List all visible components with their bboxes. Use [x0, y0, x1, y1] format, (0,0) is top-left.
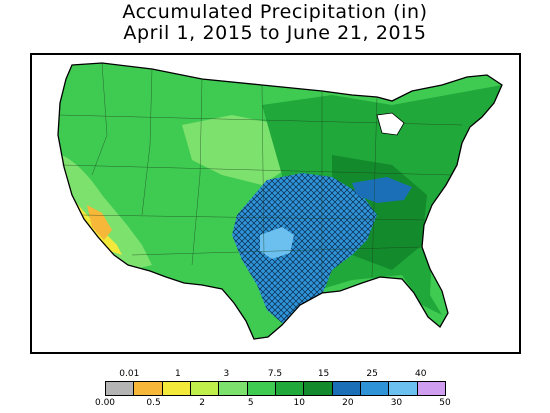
- legend-label-top: 25: [366, 369, 378, 379]
- legend-swatch: [161, 381, 191, 396]
- legend-label-bottom: 30: [390, 398, 403, 408]
- legend-swatch: [275, 381, 305, 396]
- legend-label-bottom: 20: [342, 398, 354, 408]
- southwest-orange-region: [87, 205, 112, 240]
- legend-label-top: 1: [174, 369, 181, 379]
- legend-label-bottom: 0.5: [146, 398, 161, 408]
- legend-label-bottom: 5: [247, 398, 254, 408]
- chart-title: Accumulated Precipitation (in) April 1, …: [0, 2, 550, 44]
- legend-swatch: [416, 381, 446, 396]
- legend-label-bottom: 50: [439, 398, 451, 408]
- legend-swatch: [303, 381, 333, 396]
- title-line-2: April 1, 2015 to June 21, 2015: [123, 22, 427, 44]
- heavy-rain-hatch-overlay: [232, 173, 377, 323]
- legend-label-top: 3: [223, 369, 230, 379]
- precipitation-map: [30, 53, 521, 354]
- legend-swatch: [218, 381, 248, 396]
- legend-swatch: [246, 381, 276, 396]
- us-map-svg: [57, 62, 503, 340]
- title-line-1: Accumulated Precipitation (in): [122, 1, 428, 23]
- legend-swatch: [105, 381, 135, 396]
- legend-label-bottom: 0.00: [94, 398, 116, 408]
- legend-swatch: [331, 381, 361, 396]
- us-outline: [57, 62, 503, 340]
- legend-label-bottom: 2: [199, 398, 206, 408]
- legend-swatch: [133, 381, 163, 396]
- legend: 0.00 0.5 2 5 10 20 30 50 0.01 1 3 7.5 15 25 40: [0, 362, 550, 413]
- legend-label-top: 15: [317, 369, 330, 379]
- plains-light-green-region: [182, 115, 292, 185]
- legend-label-bottom: 10: [293, 398, 306, 408]
- legend-swatch: [190, 381, 220, 396]
- legend-label-top: 0.01: [119, 369, 140, 379]
- west-light-green-region: [60, 155, 152, 270]
- legend-label-top: 40: [414, 369, 427, 379]
- great-lakes: [376, 112, 405, 136]
- legend-label-top: 7.5: [267, 369, 283, 379]
- legend-swatch: [360, 381, 390, 396]
- legend-swatch: [388, 381, 418, 396]
- ohio-valley-blue-region: [352, 177, 412, 203]
